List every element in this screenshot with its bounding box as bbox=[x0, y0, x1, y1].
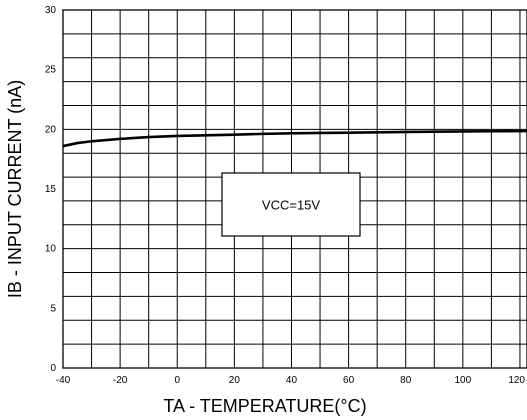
y-tick-label: 0 bbox=[50, 363, 56, 374]
annotation-box bbox=[221, 172, 361, 237]
y-tick-label: 5 bbox=[50, 303, 56, 314]
x-tick-label: 40 bbox=[286, 375, 298, 386]
x-tick-label: 20 bbox=[229, 375, 241, 386]
y-axis-title: IB - INPUT CURRENT (nA) bbox=[5, 80, 25, 298]
annotation-text: VCC=15V bbox=[262, 198, 320, 213]
x-tick-label: 120 bbox=[508, 375, 525, 386]
y-tick-label: 25 bbox=[45, 65, 57, 76]
x-axis-title: TA - TEMPERATURE(°C) bbox=[163, 396, 366, 416]
y-tick-label: 10 bbox=[45, 244, 57, 255]
tick-labels: -40 -20 0 20 40 60 80 100 120 0 5 10 15 20 25 30 bbox=[45, 5, 526, 386]
x-tick-label: 80 bbox=[400, 375, 412, 386]
y-tick-label: 20 bbox=[45, 124, 57, 135]
x-tick-label: 0 bbox=[174, 375, 180, 386]
series-line bbox=[63, 129, 527, 148]
y-tick-label: 30 bbox=[45, 5, 57, 16]
x-tick-label: 60 bbox=[343, 375, 355, 386]
annotation-layer: VCC=15V bbox=[221, 172, 361, 237]
x-tick-label: -20 bbox=[113, 375, 128, 386]
x-tick-label: 100 bbox=[454, 375, 471, 386]
plot-grid bbox=[62, 9, 527, 369]
x-tick-label: -40 bbox=[56, 375, 71, 386]
y-tick-label: 15 bbox=[45, 184, 57, 195]
series-layer bbox=[63, 129, 527, 148]
plot-frame bbox=[62, 9, 527, 369]
